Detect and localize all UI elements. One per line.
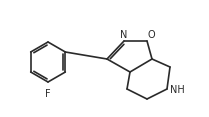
Text: NH: NH [170,85,185,95]
Text: F: F [45,89,51,99]
Text: O: O [148,30,156,40]
Text: N: N [120,30,128,40]
